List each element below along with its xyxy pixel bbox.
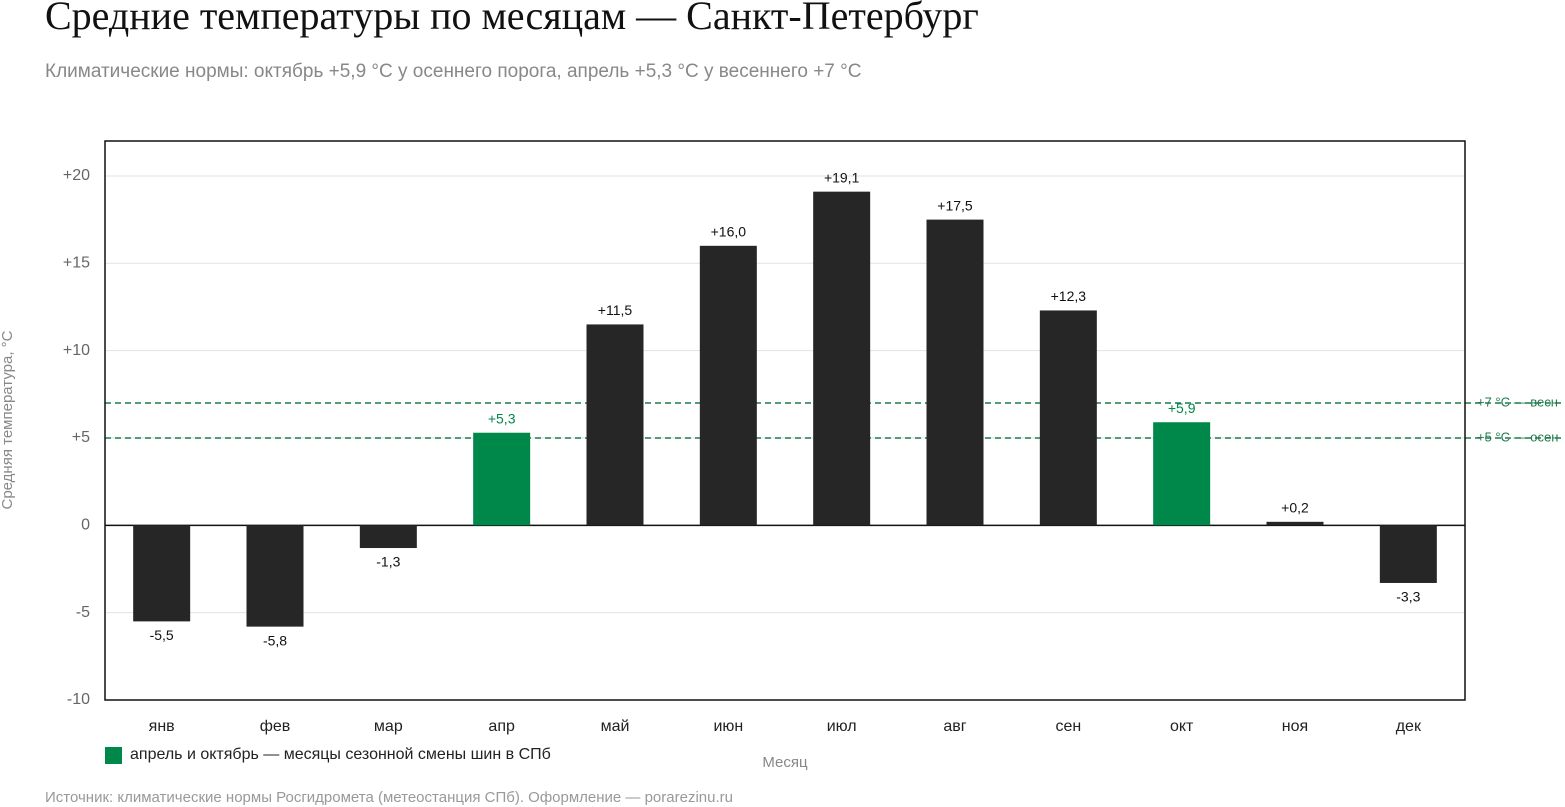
- x-tick-label: май: [601, 718, 630, 735]
- y-tick-label: +10: [63, 342, 90, 359]
- x-tick-label: фев: [260, 718, 291, 735]
- value-label: +19,1: [824, 169, 860, 185]
- bar: [1153, 422, 1211, 526]
- value-label: -5,5: [150, 627, 174, 643]
- value-label: +5,9: [1168, 400, 1196, 416]
- value-label: -5,8: [263, 632, 287, 648]
- bar: [926, 219, 984, 526]
- legend-label: апрель и октябрь — месяцы сезонной смены…: [130, 746, 551, 763]
- bar: [586, 324, 644, 526]
- x-axis-title: Месяц: [762, 754, 808, 771]
- reference-label: +7 °C — весн: [1477, 394, 1558, 409]
- x-tick-label: ноя: [1282, 718, 1308, 735]
- value-label: +16,0: [711, 224, 747, 240]
- legend-swatch: [105, 747, 122, 764]
- bar: [246, 525, 304, 627]
- source: Источник: климатические нормы Росгидроме…: [45, 789, 733, 806]
- value-label: +12,3: [1051, 288, 1087, 304]
- value-label: +5,3: [488, 410, 516, 426]
- x-tick-label: дек: [1396, 718, 1422, 735]
- y-tick-label: +5: [72, 429, 90, 446]
- marks: [105, 191, 1565, 627]
- x-tick-label: июл: [827, 718, 857, 735]
- value-label: -1,3: [376, 554, 400, 570]
- chart-subtitle: Климатические нормы: октябрь +5,9 °C у о…: [45, 61, 861, 82]
- x-tick-label: мар: [374, 718, 403, 735]
- y-tick-label: +20: [63, 167, 90, 184]
- reference-label: +5 °C — осен: [1477, 429, 1558, 444]
- x-tick-label: сен: [1055, 718, 1081, 735]
- chart-title: Средние температуры по месяцам — Санкт-П…: [45, 0, 979, 38]
- bar: [1379, 525, 1437, 583]
- y-axis-title: Средняя температура, °C: [0, 330, 16, 509]
- x-tick-label: авг: [943, 718, 966, 735]
- y-tick-label: 0: [81, 517, 90, 534]
- bar: [359, 525, 417, 549]
- value-label: +0,2: [1281, 500, 1309, 516]
- x-tick-label: июн: [713, 718, 743, 735]
- value-label: +11,5: [598, 302, 633, 318]
- x-tick-label: окт: [1170, 718, 1194, 735]
- x-tick-label: апр: [488, 718, 515, 735]
- bar: [699, 245, 757, 526]
- y-tick-label: -10: [67, 691, 90, 708]
- y-tick-label: -5: [76, 604, 90, 621]
- value-label: +17,5: [937, 197, 973, 213]
- bar: [1039, 310, 1097, 526]
- y-tick-label: +15: [63, 255, 90, 272]
- bar: [1266, 521, 1324, 526]
- plot-frame: [104, 140, 1466, 701]
- value-label: -3,3: [1396, 589, 1420, 605]
- x-tick-label: янв: [149, 718, 175, 735]
- bar: [133, 525, 191, 622]
- bar: [813, 191, 871, 526]
- bar: [473, 432, 531, 526]
